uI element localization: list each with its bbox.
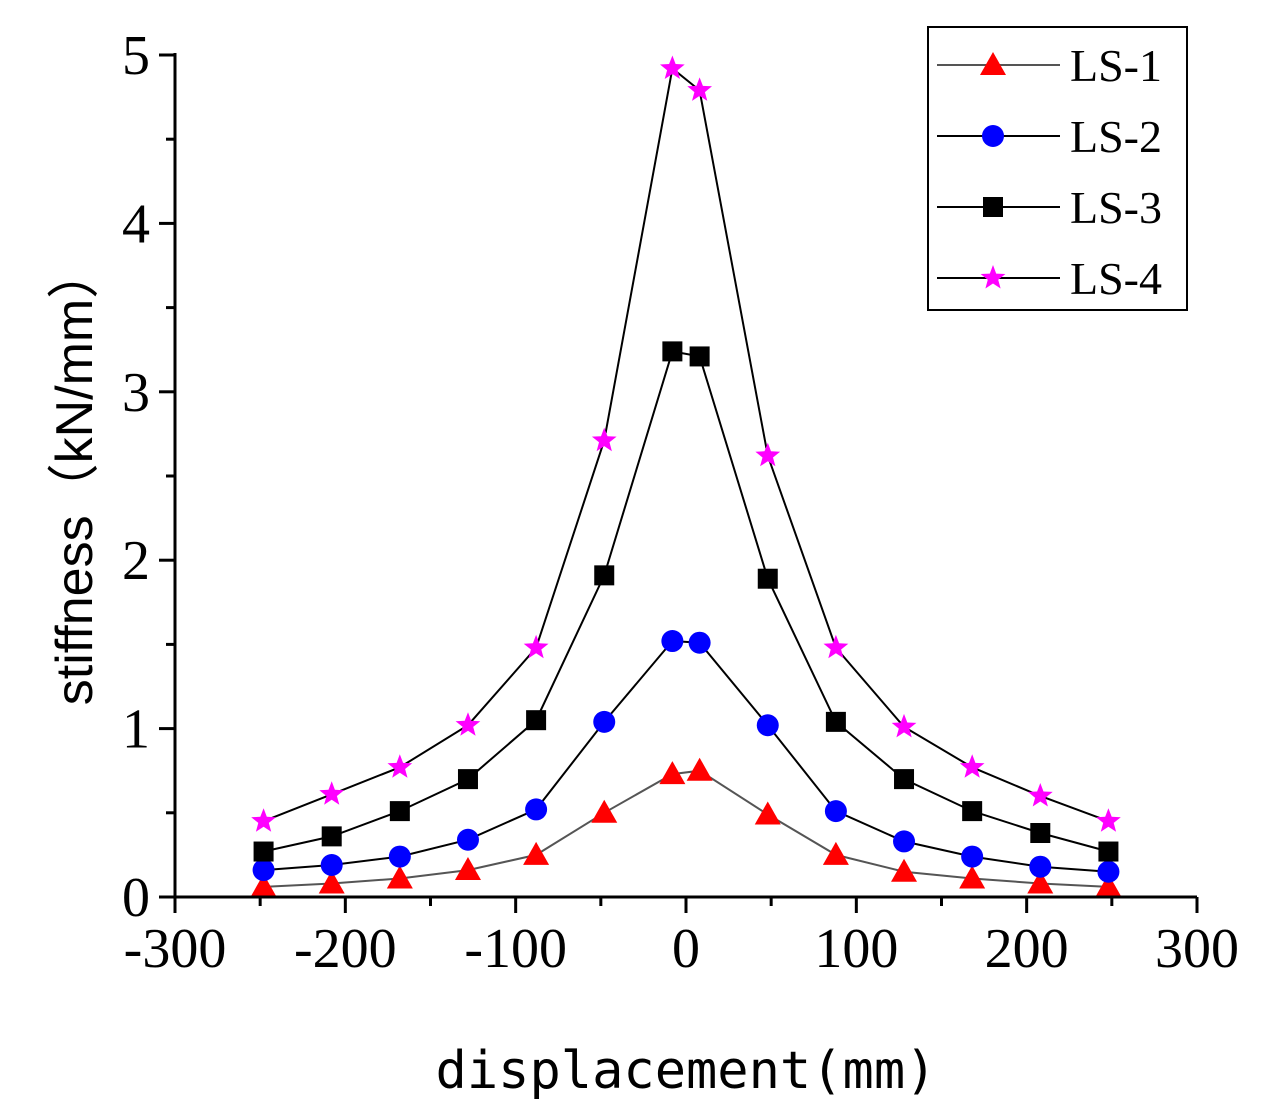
y-tick-label: 0 xyxy=(122,867,150,929)
data-point-LS-1 xyxy=(250,873,277,897)
data-point-LS-3 xyxy=(594,565,615,586)
data-point-LS-1 xyxy=(822,841,849,865)
legend-label: LS-1 xyxy=(1070,40,1162,91)
data-point-LS-1 xyxy=(1027,870,1054,894)
data-point-LS-4 xyxy=(755,442,781,467)
y-tick-label: 2 xyxy=(122,530,150,592)
y-tick-label: 1 xyxy=(122,699,150,761)
legend-label: LS-2 xyxy=(1070,111,1162,162)
y-tick-label: 3 xyxy=(122,362,150,424)
data-point-LS-2 xyxy=(688,631,711,654)
legend-label: LS-4 xyxy=(1070,253,1162,304)
data-point-LS-3 xyxy=(962,801,983,822)
x-tick-label: 200 xyxy=(985,918,1069,980)
series-line-LS-1 xyxy=(263,769,1109,888)
data-point-LS-3 xyxy=(389,801,410,822)
legend-marker-square-icon xyxy=(983,197,1003,217)
series-line-LS-2 xyxy=(263,639,1109,873)
series-LS-3 xyxy=(253,341,1119,862)
data-point-LS-1 xyxy=(959,865,986,889)
data-point-LS-4 xyxy=(891,713,917,738)
data-point-LS-4 xyxy=(319,781,345,805)
x-tick-label: -100 xyxy=(464,918,567,980)
data-point-LS-1 xyxy=(386,865,413,889)
data-point-LS-2 xyxy=(824,800,847,823)
legend-item-LS-1: LS-1 xyxy=(937,40,1162,91)
legend-item-LS-4: LS-4 xyxy=(937,253,1162,304)
legend: LS-1 LS-2 LS-3 LS-4 xyxy=(927,26,1188,311)
data-point-LS-3 xyxy=(1098,841,1119,862)
data-point-LS-2 xyxy=(961,845,984,868)
y-axis-title: stiffness（kN/mm） xyxy=(46,247,104,705)
data-point-LS-1 xyxy=(659,761,686,785)
data-point-LS-3 xyxy=(457,769,478,790)
data-point-LS-1 xyxy=(454,857,481,881)
x-tick-label: -200 xyxy=(294,918,397,980)
data-point-LS-2 xyxy=(893,830,916,853)
axis-ticks: -300 -200 -100 0 100 200 300 0 1 2 3 4 5 xyxy=(122,25,1239,980)
data-point-LS-3 xyxy=(662,341,683,362)
data-point-LS-3 xyxy=(321,826,342,847)
data-point-LS-2 xyxy=(525,798,548,821)
data-point-LS-3 xyxy=(689,346,710,367)
legend-marker-circle-icon xyxy=(982,125,1004,147)
data-point-LS-4 xyxy=(523,634,549,659)
data-point-LS-1 xyxy=(318,870,345,894)
data-point-LS-1 xyxy=(591,799,618,823)
data-point-LS-1 xyxy=(754,801,781,825)
x-tick-label: 300 xyxy=(1155,918,1239,980)
data-point-LS-2 xyxy=(388,845,411,868)
data-point-LS-2 xyxy=(320,854,343,877)
data-point-LS-1 xyxy=(686,757,713,781)
data-point-LS-4 xyxy=(251,808,276,832)
series-line-LS-4 xyxy=(263,66,1109,823)
x-tick-label: 100 xyxy=(814,918,898,980)
series-LS-2 xyxy=(252,630,1120,883)
data-point-LS-2 xyxy=(252,859,275,882)
legend-label: LS-3 xyxy=(1070,182,1162,233)
series-line-LS-3 xyxy=(263,350,1109,853)
data-point-LS-3 xyxy=(526,710,547,731)
series-LS-4 xyxy=(251,55,1121,832)
plot-area xyxy=(250,55,1122,897)
data-point-LS-4 xyxy=(687,77,712,101)
data-point-LS-4 xyxy=(1027,783,1053,807)
data-point-LS-2 xyxy=(661,630,684,653)
data-point-LS-2 xyxy=(756,714,779,737)
data-point-LS-2 xyxy=(1029,855,1052,878)
x-tick-label: -300 xyxy=(124,918,227,980)
legend-box xyxy=(927,26,1188,311)
data-point-LS-1 xyxy=(891,858,918,882)
data-point-LS-4 xyxy=(1096,808,1121,832)
x-tick-label: 0 xyxy=(672,918,700,980)
legend-marker-triangle-icon xyxy=(980,52,1006,75)
data-point-LS-3 xyxy=(757,568,778,589)
data-point-LS-1 xyxy=(1095,873,1122,897)
data-point-LS-2 xyxy=(593,710,616,733)
data-point-LS-4 xyxy=(455,712,481,736)
series-LS-1 xyxy=(250,757,1122,897)
legend-item-LS-3: LS-3 xyxy=(937,182,1162,233)
data-point-LS-4 xyxy=(591,427,617,452)
y-tick-label: 4 xyxy=(122,193,150,255)
data-point-LS-2 xyxy=(1097,860,1120,883)
data-point-LS-3 xyxy=(825,711,846,732)
data-point-LS-4 xyxy=(959,754,985,778)
data-point-LS-4 xyxy=(660,55,685,79)
legend-marker-star-icon xyxy=(980,265,1006,289)
data-point-LS-3 xyxy=(894,769,915,790)
x-axis-title: displacement(mm) xyxy=(436,1041,937,1101)
data-point-LS-1 xyxy=(523,841,550,865)
data-point-LS-3 xyxy=(253,841,274,862)
data-point-LS-2 xyxy=(456,828,479,851)
y-tick-label: 5 xyxy=(122,25,150,87)
data-point-LS-4 xyxy=(387,754,413,778)
legend-item-LS-2: LS-2 xyxy=(937,111,1162,162)
data-point-LS-3 xyxy=(1030,823,1051,844)
data-point-LS-4 xyxy=(823,634,849,659)
